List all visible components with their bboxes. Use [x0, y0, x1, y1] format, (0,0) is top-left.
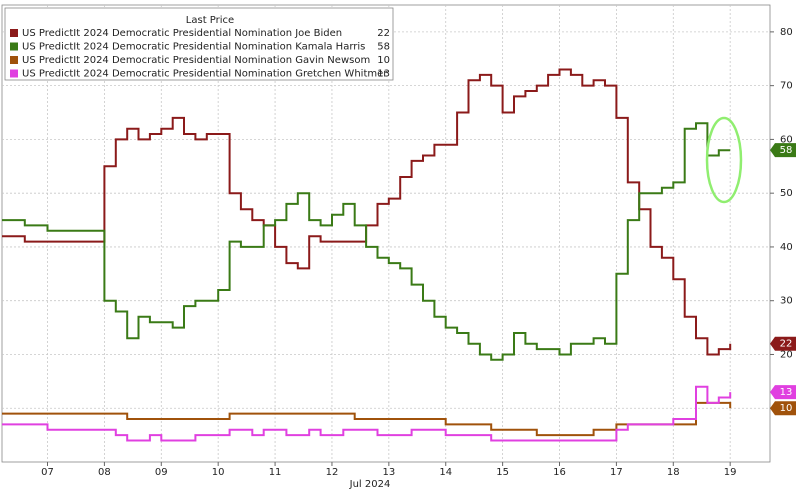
last-value-label: 10 [780, 403, 793, 414]
y-tick-label: 30 [780, 296, 793, 307]
series-line [2, 385, 732, 442]
legend-swatch [10, 42, 18, 51]
plot-frame [1, 4, 771, 463]
last-value-tag [770, 143, 796, 158]
y-tick-label: 40 [780, 242, 793, 253]
x-tick-label: 10 [212, 467, 225, 478]
y-tick-label: 60 [780, 134, 793, 145]
legend-title: Last Price [186, 15, 234, 26]
legend-swatch [10, 56, 18, 64]
y-tick-label: 80 [780, 27, 793, 38]
last-value-tag [770, 385, 796, 400]
legend-value: 10 [377, 55, 390, 66]
last-value-label: 58 [780, 145, 793, 156]
last-value-label: 22 [780, 339, 793, 350]
series-line [2, 122, 731, 361]
series-line [2, 68, 732, 356]
x-axis-label: Jul 2024 [349, 479, 391, 489]
x-tick-label: 07 [41, 467, 54, 478]
legend-label: US PredictIt 2024 Democratic Presidentia… [22, 42, 365, 53]
x-tick-label: 16 [553, 467, 566, 478]
x-tick-label: 15 [496, 467, 509, 478]
y-tick-label: 70 [780, 81, 793, 92]
legend-label: US PredictIt 2024 Democratic Presidentia… [22, 69, 388, 80]
series-line [2, 401, 732, 437]
highlight-ellipse [705, 116, 743, 204]
x-tick-label: 12 [326, 467, 339, 478]
x-tick-label: 08 [98, 467, 111, 478]
last-value-tag [770, 401, 796, 416]
legend-label: US PredictIt 2024 Democratic Presidentia… [22, 28, 342, 39]
last-value-tag [770, 336, 796, 351]
legend-swatch [10, 29, 18, 37]
legend-swatch [10, 69, 18, 78]
x-tick-label: 19 [724, 467, 737, 478]
legend-value: 13 [377, 69, 390, 80]
legend-value: 22 [377, 28, 390, 39]
legend-value: 58 [377, 42, 390, 53]
y-tick-label: 20 [780, 349, 793, 360]
legend [4, 7, 394, 81]
last-value-label: 13 [780, 387, 793, 398]
y-tick-label: 50 [780, 188, 793, 199]
x-tick-label: 13 [382, 467, 395, 478]
legend-label: US PredictIt 2024 Democratic Presidentia… [22, 55, 370, 66]
x-tick-label: 14 [439, 467, 452, 478]
x-tick-label: 11 [269, 467, 282, 478]
x-tick-label: 09 [155, 467, 168, 478]
x-tick-label: 17 [610, 467, 623, 478]
x-tick-label: 18 [667, 467, 680, 478]
